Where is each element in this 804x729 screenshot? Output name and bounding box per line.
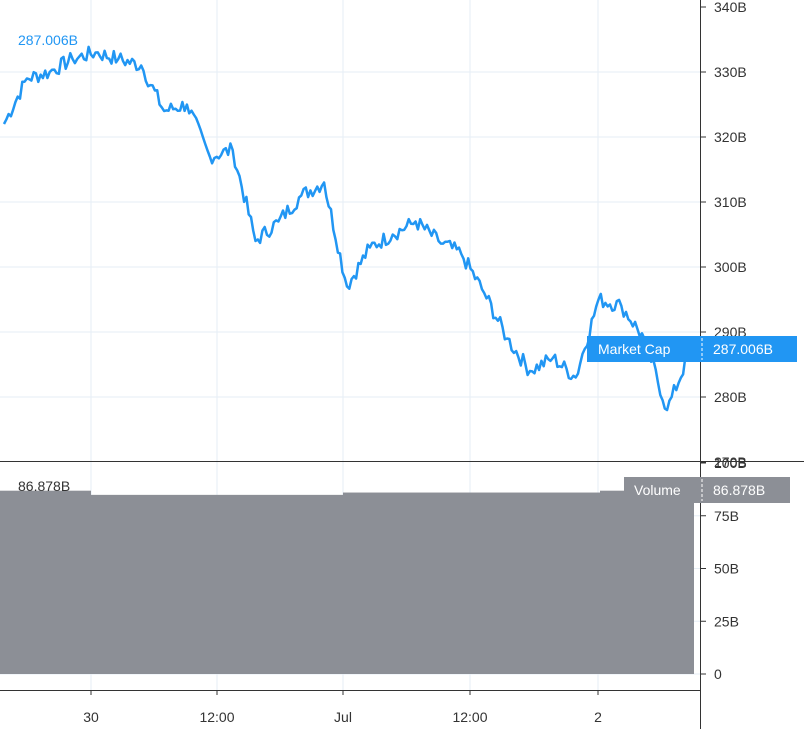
x-tick-label: 2 [594,709,602,725]
market-cap-y-tick-label: 280B [714,389,747,405]
x-tick-label: Jul [334,709,352,725]
market-cap-badge: Market Cap 287.006B [587,336,797,362]
market-cap-y-tick-label: 340B [714,0,747,15]
market-cap-badge-name: Market Cap [598,341,671,357]
x-tick-label: 12:00 [452,709,487,725]
market-cap-pane [2,45,692,412]
volume-badge-name: Volume [634,482,681,498]
volume-bar [343,492,600,674]
volume-y-tick-label: 100B [714,455,747,471]
volume-y-tick-label: 50B [714,561,739,577]
volume-badge-value: 86.878B [713,482,765,498]
x-tick-label: 30 [83,709,99,725]
market-cap-y-tick-label: 310B [714,194,747,210]
volume-bar [91,494,343,674]
market-cap-y-tick-label: 300B [714,259,747,275]
volume-y-tick-label: 25B [714,613,739,629]
volume-bar [600,490,694,674]
volume-last-value: 86.878B [18,478,70,494]
volume-badge: Volume 86.878B [624,477,790,503]
x-tick-label: 12:00 [199,709,234,725]
volume-y-tick-label: 0 [714,666,722,682]
market-cap-badge-value: 287.006B [713,341,773,357]
volume-bar [0,490,91,674]
market-cap-y-tick-label: 320B [714,129,747,145]
market-cap-y-tick-label: 330B [714,64,747,80]
volume-y-tick-label: 75B [714,508,739,524]
market-cap-last-value: 287.006B [18,32,78,48]
volume-pane [0,490,694,674]
